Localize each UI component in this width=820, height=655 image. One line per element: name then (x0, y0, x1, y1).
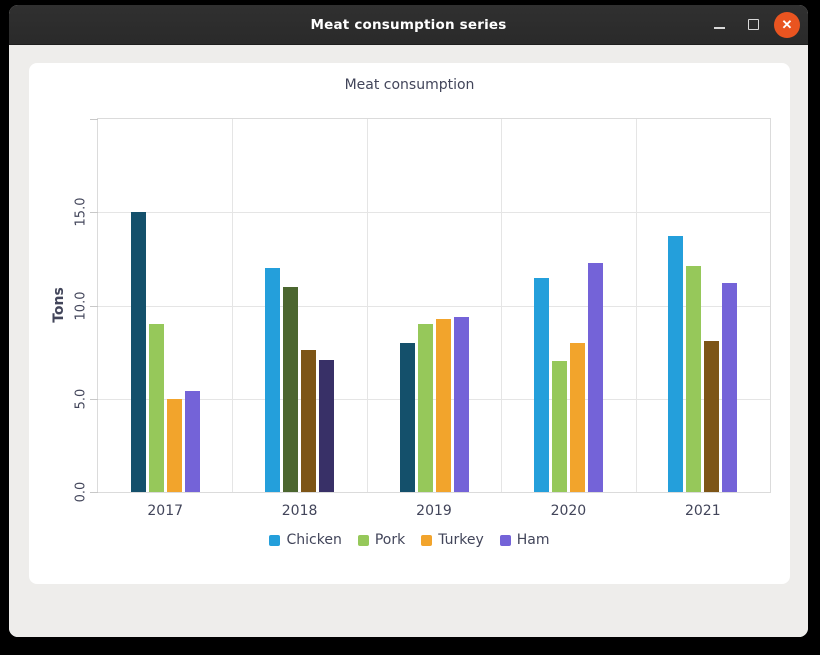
legend-swatch-turkey-icon (421, 534, 433, 546)
window-title: Meat consumption series (310, 16, 507, 33)
legend-label-turkey: Turkey (438, 532, 484, 548)
legend-swatch-pork-icon (357, 534, 369, 546)
bar-ham-2020[interactable] (587, 262, 603, 492)
bar-turkey-2020[interactable] (569, 342, 585, 492)
maximize-button[interactable] (740, 12, 766, 38)
bar-ham-2017[interactable] (184, 391, 200, 492)
bar-chicken-2018[interactable] (265, 268, 281, 492)
bar-chicken-2017[interactable] (130, 212, 146, 492)
minimize-button[interactable] (706, 12, 732, 38)
close-icon: ✕ (781, 17, 793, 32)
legend-label-ham: Ham (516, 532, 550, 548)
bar-chicken-2019[interactable] (399, 342, 415, 492)
legend-item-chicken[interactable]: Chicken (269, 532, 342, 548)
titlebar[interactable]: Meat consumption series ✕ (9, 5, 808, 45)
y-axis-tick (90, 398, 98, 400)
bar-chicken-2021[interactable] (668, 236, 684, 492)
bar-pork-2020[interactable] (551, 361, 567, 492)
x-gridline (232, 119, 234, 492)
legend-label-pork: Pork (374, 532, 406, 548)
y-gridline (98, 305, 770, 307)
bar-pork-2021[interactable] (686, 266, 702, 492)
legend: Chicken Pork Turkey Ham (29, 532, 790, 548)
minimize-icon (713, 26, 725, 29)
bar-ham-2021[interactable] (722, 283, 738, 492)
y-axis-label: Tons (51, 287, 67, 323)
bar-ham-2019[interactable] (453, 316, 469, 492)
legend-item-pork[interactable]: Pork (357, 532, 406, 548)
y-axis-tick (90, 119, 98, 120)
x-gridline (366, 119, 368, 492)
bar-turkey-2017[interactable] (166, 398, 182, 492)
y-tick-label: 15.0 (73, 197, 89, 227)
y-gridline (98, 212, 770, 214)
legend-item-turkey[interactable]: Turkey (421, 532, 484, 548)
y-axis-tick (90, 305, 98, 307)
app-window: Meat consumption series ✕ Meat consumpti… (9, 5, 808, 637)
bar-turkey-2019[interactable] (435, 318, 451, 492)
y-axis-tick (90, 212, 98, 214)
chart-title: Meat consumption (344, 77, 475, 93)
y-tick-label: 0.0 (73, 481, 89, 503)
legend-item-ham[interactable]: Ham (499, 532, 550, 548)
y-tick-label: 10.0 (73, 291, 89, 320)
x-tick-label-2020: 2020 (550, 503, 587, 519)
bar-pork-2017[interactable] (148, 324, 164, 492)
legend-swatch-ham-icon (499, 534, 511, 546)
bar-turkey-2021[interactable] (704, 340, 720, 492)
x-tick-label-2021: 2021 (684, 503, 721, 519)
bar-ham-2018[interactable] (319, 359, 335, 492)
legend-label-chicken: Chicken (286, 532, 342, 548)
bar-pork-2018[interactable] (283, 286, 299, 492)
maximize-icon (747, 19, 759, 30)
close-button[interactable]: ✕ (774, 11, 800, 38)
plot-area: 0.0 5.0 10.0 15.0 2017 2018 2019 2020 2021 (74, 118, 771, 519)
x-gridline (635, 119, 637, 492)
x-gridline (501, 119, 503, 492)
y-gridline (98, 398, 770, 400)
x-tick-label-2018: 2018 (281, 503, 318, 519)
y-tick-label: 5.0 (73, 388, 89, 410)
x-tick-label-2019: 2019 (416, 503, 452, 519)
bar-pork-2019[interactable] (417, 324, 433, 492)
y-axis-tick (90, 492, 98, 493)
window-content: Meat consumption Tons 0.0 5.0 10.0 15.0 2017… (9, 46, 808, 637)
window-controls: ✕ (706, 5, 800, 44)
chart-card: Meat consumption Tons 0.0 5.0 10.0 15.0 2017… (29, 63, 790, 584)
legend-swatch-chicken-icon (269, 534, 281, 546)
x-tick-label-2017: 2017 (147, 503, 184, 519)
bar-turkey-2018[interactable] (301, 350, 317, 492)
bar-chicken-2020[interactable] (533, 277, 549, 492)
